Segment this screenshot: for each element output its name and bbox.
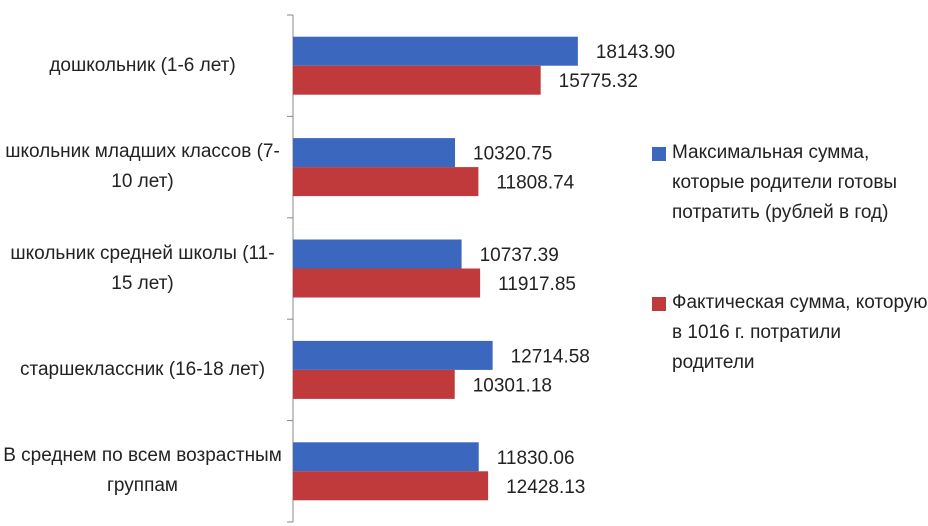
- bar: [293, 138, 456, 168]
- bar: [293, 442, 479, 472]
- category-label: В среднем по всем возрастным группам: [3, 445, 282, 497]
- value-label: 18143.90: [596, 42, 675, 63]
- bar: [293, 268, 481, 298]
- bar: [293, 167, 479, 197]
- legend-label: Фактическая сумма, которую в 1016 г. пот…: [672, 292, 928, 373]
- value-label: 11808.74: [496, 173, 574, 194]
- value-label: 10301.18: [473, 375, 552, 396]
- value-label: 12428.13: [506, 477, 585, 498]
- category-label: старшеклассник (16-18 лет): [19, 358, 266, 380]
- category-label: школьник средней школы (11-15 лет): [10, 242, 275, 294]
- bar: [293, 369, 455, 399]
- category-label: дошкольник (1-6 лет): [49, 54, 236, 76]
- bar: [293, 65, 541, 95]
- value-label: 15775.32: [559, 71, 638, 92]
- value-label: 10320.75: [473, 144, 552, 165]
- bar: [293, 239, 462, 269]
- legend-swatch: [652, 147, 666, 161]
- value-label: 11917.85: [498, 274, 576, 295]
- bar: [293, 340, 493, 370]
- value-label: 11830.06: [497, 448, 575, 469]
- value-label: 10737.39: [480, 245, 559, 266]
- legend-label: Максимальная сумма, которые родители гот…: [672, 142, 898, 223]
- bar: [293, 471, 489, 501]
- legend-swatch: [652, 297, 666, 311]
- bar: [293, 36, 578, 66]
- value-label: 12714.58: [511, 346, 590, 367]
- category-label: школьник младших классов (7-10 лет): [5, 141, 280, 193]
